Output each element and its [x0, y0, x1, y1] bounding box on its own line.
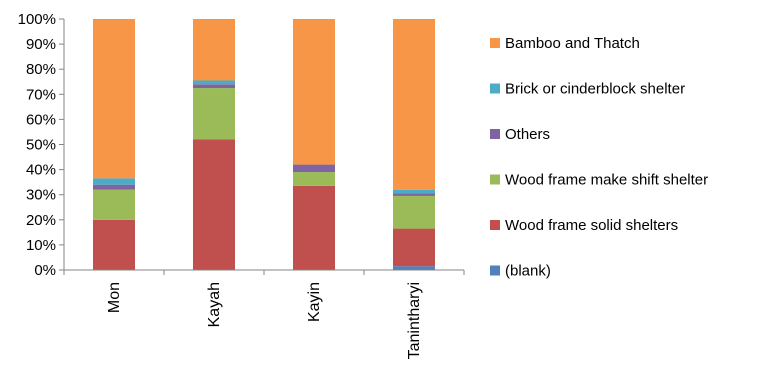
- bar-segment: [393, 189, 435, 194]
- y-tick-label: 30%: [26, 187, 56, 204]
- legend-label: Bamboo and Thatch: [505, 35, 640, 52]
- legend-swatch: [490, 38, 500, 48]
- legend-swatch: [490, 174, 500, 185]
- y-tick-label: 100%: [18, 11, 56, 28]
- x-tick-label: Tanintharyi: [406, 282, 423, 359]
- bar-segment: [193, 19, 235, 81]
- y-tick-label: 70%: [26, 86, 56, 103]
- legend-label: Others: [505, 126, 550, 143]
- x-tick-label: Kayin: [306, 282, 323, 322]
- legend-swatch: [490, 265, 500, 276]
- legend-swatch: [490, 83, 500, 94]
- bar-segment: [93, 219, 135, 270]
- legend-label: Wood frame make shift shelter: [505, 172, 708, 189]
- bars: [93, 19, 435, 270]
- bar-segment: [393, 195, 435, 229]
- legend-label: Brick or cinderblock shelter: [505, 81, 685, 98]
- x-axis: Mon Kayah Kayin Tanintharyi: [63, 269, 465, 359]
- y-tick-label: 80%: [26, 61, 56, 78]
- bar-segment: [293, 172, 335, 186]
- bar-segment: [93, 19, 135, 179]
- y-tick-label: 20%: [26, 212, 56, 229]
- y-tick-label: 60%: [26, 111, 56, 128]
- y-axis: 0% 10% 20% 30% 40% 50% 60% 70% 80% 90% 100%: [18, 11, 65, 279]
- bar-segment: [193, 139, 235, 270]
- bar-segment: [293, 19, 335, 165]
- bar-segment: [393, 228, 435, 267]
- y-tick-label: 0%: [34, 262, 56, 279]
- legend-label: (blank): [505, 263, 551, 280]
- bar-segment: [393, 19, 435, 190]
- x-tick-label: Mon: [106, 282, 123, 313]
- y-tick-label: 90%: [26, 36, 56, 53]
- bar-segment: [193, 88, 235, 140]
- bar-segment: [193, 80, 235, 85]
- legend: Bamboo and Thatch Brick or cinderblock sh…: [490, 35, 708, 280]
- bar-segment: [293, 164, 335, 173]
- bar-segment: [93, 184, 135, 190]
- bar-segment: [293, 185, 335, 270]
- bar-segment: [193, 84, 235, 89]
- x-tick-label: Kayah: [206, 282, 223, 327]
- legend-swatch: [490, 220, 500, 230]
- y-tick-label: 40%: [26, 162, 56, 179]
- legend-label: Wood frame solid shelters: [505, 217, 678, 234]
- legend-swatch: [490, 129, 500, 139]
- bar-segment: [93, 178, 135, 185]
- bar-segment: [393, 266, 435, 270]
- bar-segment: [93, 189, 135, 220]
- y-tick-label: 10%: [26, 237, 56, 254]
- bar-segment: [393, 193, 435, 196]
- y-tick-label: 50%: [26, 137, 56, 154]
